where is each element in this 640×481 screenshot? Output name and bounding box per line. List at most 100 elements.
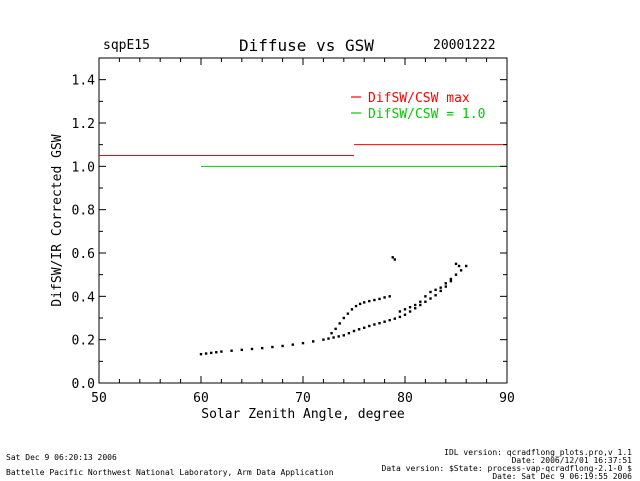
data-point <box>449 277 453 281</box>
data-point <box>419 303 422 307</box>
data-point <box>215 351 218 354</box>
footer-data-date: Date: Sat Dec 9 06:19:55 2006 <box>492 472 632 481</box>
data-point <box>301 341 305 345</box>
data-point <box>408 305 412 309</box>
data-point <box>457 264 461 268</box>
data-point <box>220 350 223 353</box>
x-tick-label: 80 <box>397 391 413 406</box>
data-point <box>414 307 417 310</box>
chart-title: Diffuse vs GSW <box>239 36 374 55</box>
data-point <box>350 308 354 311</box>
data-point <box>347 331 351 335</box>
data-point <box>322 338 325 341</box>
footer-idl-version: IDL version: qcradflong_plots.pro,v 1.1 <box>444 448 632 457</box>
data-point <box>354 304 358 308</box>
data-point <box>449 279 453 283</box>
data-point <box>230 349 233 352</box>
data-point <box>373 298 376 302</box>
data-point <box>338 322 341 325</box>
date-label: 20001222 <box>433 38 496 53</box>
data-point <box>357 328 361 331</box>
data-point <box>378 322 381 325</box>
data-point <box>424 300 427 303</box>
data-point <box>378 297 381 301</box>
y-tick-label: 1.0 <box>72 160 95 175</box>
data-point <box>312 340 315 343</box>
data-point <box>444 285 447 288</box>
data-point <box>439 286 442 289</box>
data-point <box>424 295 427 298</box>
x-axis-label: Solar Zenith Angle, degree <box>201 407 405 422</box>
data-point <box>429 297 432 300</box>
y-tick-label: 0.4 <box>72 290 96 305</box>
data-point <box>271 345 274 349</box>
data-point <box>332 336 335 339</box>
site-label: sqpE15 <box>103 38 150 53</box>
data-point <box>459 269 463 272</box>
data-point <box>373 323 376 326</box>
data-point <box>363 326 366 329</box>
data-point <box>454 262 458 266</box>
data-point <box>368 324 371 328</box>
y-axis-label: DifSW/IR Corrected GSW <box>50 134 65 306</box>
data-point <box>408 310 412 313</box>
data-point <box>342 316 345 320</box>
data-point <box>391 256 394 259</box>
legend-label: DifSW/CSW = 1.0 <box>368 107 485 122</box>
data-point <box>393 258 396 261</box>
data-point <box>240 348 243 352</box>
data-point <box>346 312 350 315</box>
x-tick-label: 60 <box>193 391 209 406</box>
footer-timestamp: Sat Dec 9 06:20:13 2006 <box>6 453 117 462</box>
x-tick-label: 90 <box>499 391 515 406</box>
data-point <box>210 351 213 355</box>
y-tick-label: 0.0 <box>72 377 95 392</box>
data-point <box>352 329 356 333</box>
data-point <box>199 352 203 356</box>
y-tick-label: 0.2 <box>72 334 95 349</box>
data-point <box>393 317 396 320</box>
data-point <box>358 302 362 306</box>
data-point <box>398 315 402 319</box>
data-point <box>368 299 371 303</box>
data-point <box>334 327 337 331</box>
data-point <box>363 301 366 304</box>
data-point <box>434 288 437 292</box>
data-point <box>388 295 391 298</box>
data-point <box>444 282 447 285</box>
y-tick-label: 1.2 <box>72 117 95 132</box>
footer-idl-date: Date: 2006/12/01 16:37:51 <box>511 456 632 465</box>
data-point <box>327 337 330 340</box>
data-point <box>465 264 468 268</box>
data-point <box>414 303 417 307</box>
data-point <box>281 344 284 348</box>
data-point <box>439 289 442 293</box>
data-point <box>342 334 345 337</box>
footer-institution: Battelle Pacific Northwest National Labo… <box>6 468 334 477</box>
footer-data-version: Data version: $State: process-vap-qcradf… <box>381 464 632 473</box>
data-point <box>204 352 208 355</box>
x-tick-label: 50 <box>91 391 107 406</box>
legend-label: DifSW/CSW max <box>368 91 470 106</box>
y-tick-label: 1.4 <box>72 74 96 89</box>
data-point <box>383 296 386 299</box>
data-point <box>250 347 254 351</box>
data-point <box>429 290 432 294</box>
data-point <box>388 318 391 322</box>
y-tick-label: 0.6 <box>72 247 95 262</box>
data-point <box>403 308 407 311</box>
data-point <box>383 320 386 323</box>
data-point <box>434 294 437 297</box>
data-point <box>330 331 333 335</box>
data-point <box>419 300 422 303</box>
y-tick-label: 0.8 <box>72 204 95 219</box>
data-point <box>403 313 407 316</box>
data-point <box>454 273 458 276</box>
data-point <box>398 310 402 313</box>
data-point <box>337 335 340 338</box>
x-tick-label: 70 <box>295 391 311 406</box>
data-point <box>261 346 264 350</box>
data-point <box>291 343 294 346</box>
